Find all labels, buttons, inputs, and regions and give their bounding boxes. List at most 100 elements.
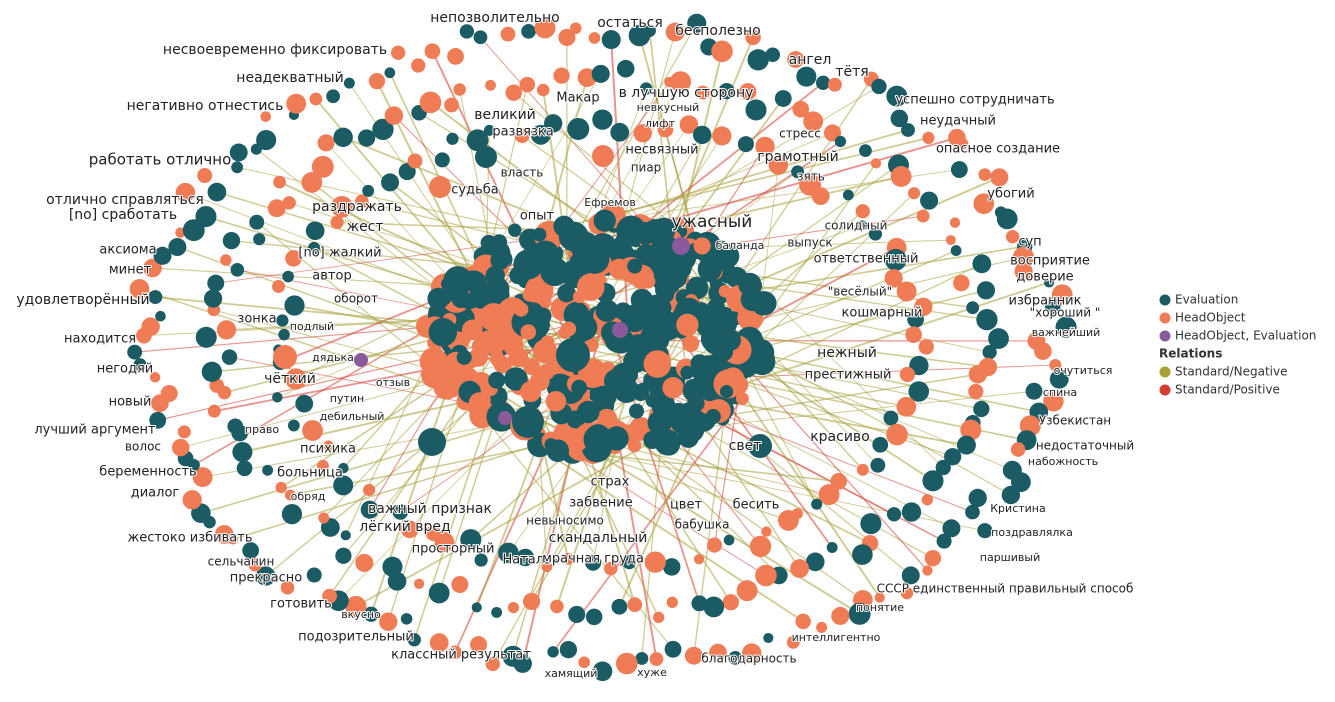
node — [207, 274, 225, 292]
node — [392, 504, 409, 520]
legend-marker — [1159, 330, 1171, 342]
node — [872, 436, 889, 453]
node-label: жест — [346, 219, 383, 235]
node-label: подозрительный — [298, 630, 414, 645]
node — [665, 22, 685, 42]
node-label: обряд — [291, 490, 326, 503]
node — [647, 410, 672, 435]
node-label: убогий — [987, 187, 1034, 202]
node — [480, 234, 497, 252]
node — [530, 124, 551, 145]
node — [521, 24, 536, 39]
node — [248, 557, 263, 572]
node-label: Узбекистан — [1039, 414, 1111, 428]
edge — [616, 431, 658, 660]
node — [634, 221, 657, 245]
node — [860, 513, 882, 535]
node — [672, 237, 690, 255]
node — [755, 136, 775, 157]
node-label: работать отлично — [89, 151, 232, 169]
node — [896, 396, 917, 417]
node — [520, 381, 542, 403]
legend-label[interactable]: Standard/Negative — [1175, 365, 1288, 379]
node — [745, 99, 767, 121]
node-label: солидный — [825, 219, 888, 233]
node — [577, 68, 597, 87]
edge — [612, 129, 909, 217]
node — [890, 109, 909, 128]
node — [907, 187, 921, 200]
node — [360, 500, 379, 519]
legend-label[interactable]: Standard/Positive — [1175, 383, 1280, 397]
node — [256, 129, 277, 151]
node — [1010, 442, 1026, 457]
node-label: опыт — [520, 209, 555, 224]
edge — [599, 81, 681, 225]
node-label: подлый — [290, 320, 334, 333]
node-label: великий — [474, 107, 536, 123]
node — [485, 265, 505, 286]
node — [566, 430, 589, 452]
node-label: интеллигентно — [792, 631, 881, 644]
node — [592, 661, 613, 682]
node — [411, 58, 426, 73]
node — [507, 601, 520, 614]
edge — [323, 382, 453, 519]
edge — [664, 37, 754, 250]
legend-label[interactable]: HeadObject — [1175, 311, 1246, 325]
node — [787, 51, 805, 68]
node-label: очутиться — [1054, 364, 1113, 377]
node — [451, 575, 469, 593]
node — [922, 470, 944, 492]
node — [687, 13, 707, 33]
legend-label[interactable]: Evaluation — [1175, 293, 1238, 307]
node — [459, 24, 475, 39]
node — [317, 459, 329, 472]
node — [990, 168, 1009, 187]
node — [230, 262, 245, 277]
node — [728, 651, 743, 665]
node-label: аксиома — [99, 243, 156, 258]
node — [382, 556, 403, 577]
node — [302, 420, 323, 441]
node — [901, 502, 922, 522]
node — [571, 379, 588, 396]
node — [498, 542, 519, 564]
node — [848, 602, 871, 625]
node — [355, 553, 374, 572]
node-label: чёткий — [264, 371, 316, 387]
node-label: ответственный — [814, 252, 919, 267]
node — [870, 457, 886, 473]
node — [857, 220, 868, 231]
node — [614, 233, 633, 252]
node — [401, 520, 419, 539]
node — [719, 329, 741, 351]
node — [470, 636, 488, 654]
node — [232, 441, 253, 463]
node — [886, 423, 908, 446]
node-label: новый — [109, 395, 152, 410]
node — [1010, 472, 1031, 493]
node — [301, 172, 323, 193]
node — [811, 187, 830, 206]
node — [591, 64, 610, 83]
node — [391, 45, 406, 60]
node — [354, 353, 368, 367]
node-label: лёгкий вред — [359, 519, 450, 535]
node — [227, 418, 244, 435]
node — [562, 552, 574, 565]
node — [311, 155, 334, 178]
node-label: опасное создание — [936, 142, 1060, 157]
node — [231, 161, 244, 174]
node — [957, 138, 969, 150]
node — [627, 258, 643, 274]
node — [588, 32, 601, 44]
legend-marker — [1159, 366, 1171, 378]
node — [761, 526, 772, 537]
node — [207, 404, 221, 418]
legend-label[interactable]: HeadObject, Evaluation — [1175, 329, 1316, 343]
legend: Evaluation HeadObject HeadObject, Evaluati… — [1159, 293, 1316, 397]
node — [670, 411, 692, 433]
node — [944, 448, 962, 466]
node — [520, 324, 537, 340]
